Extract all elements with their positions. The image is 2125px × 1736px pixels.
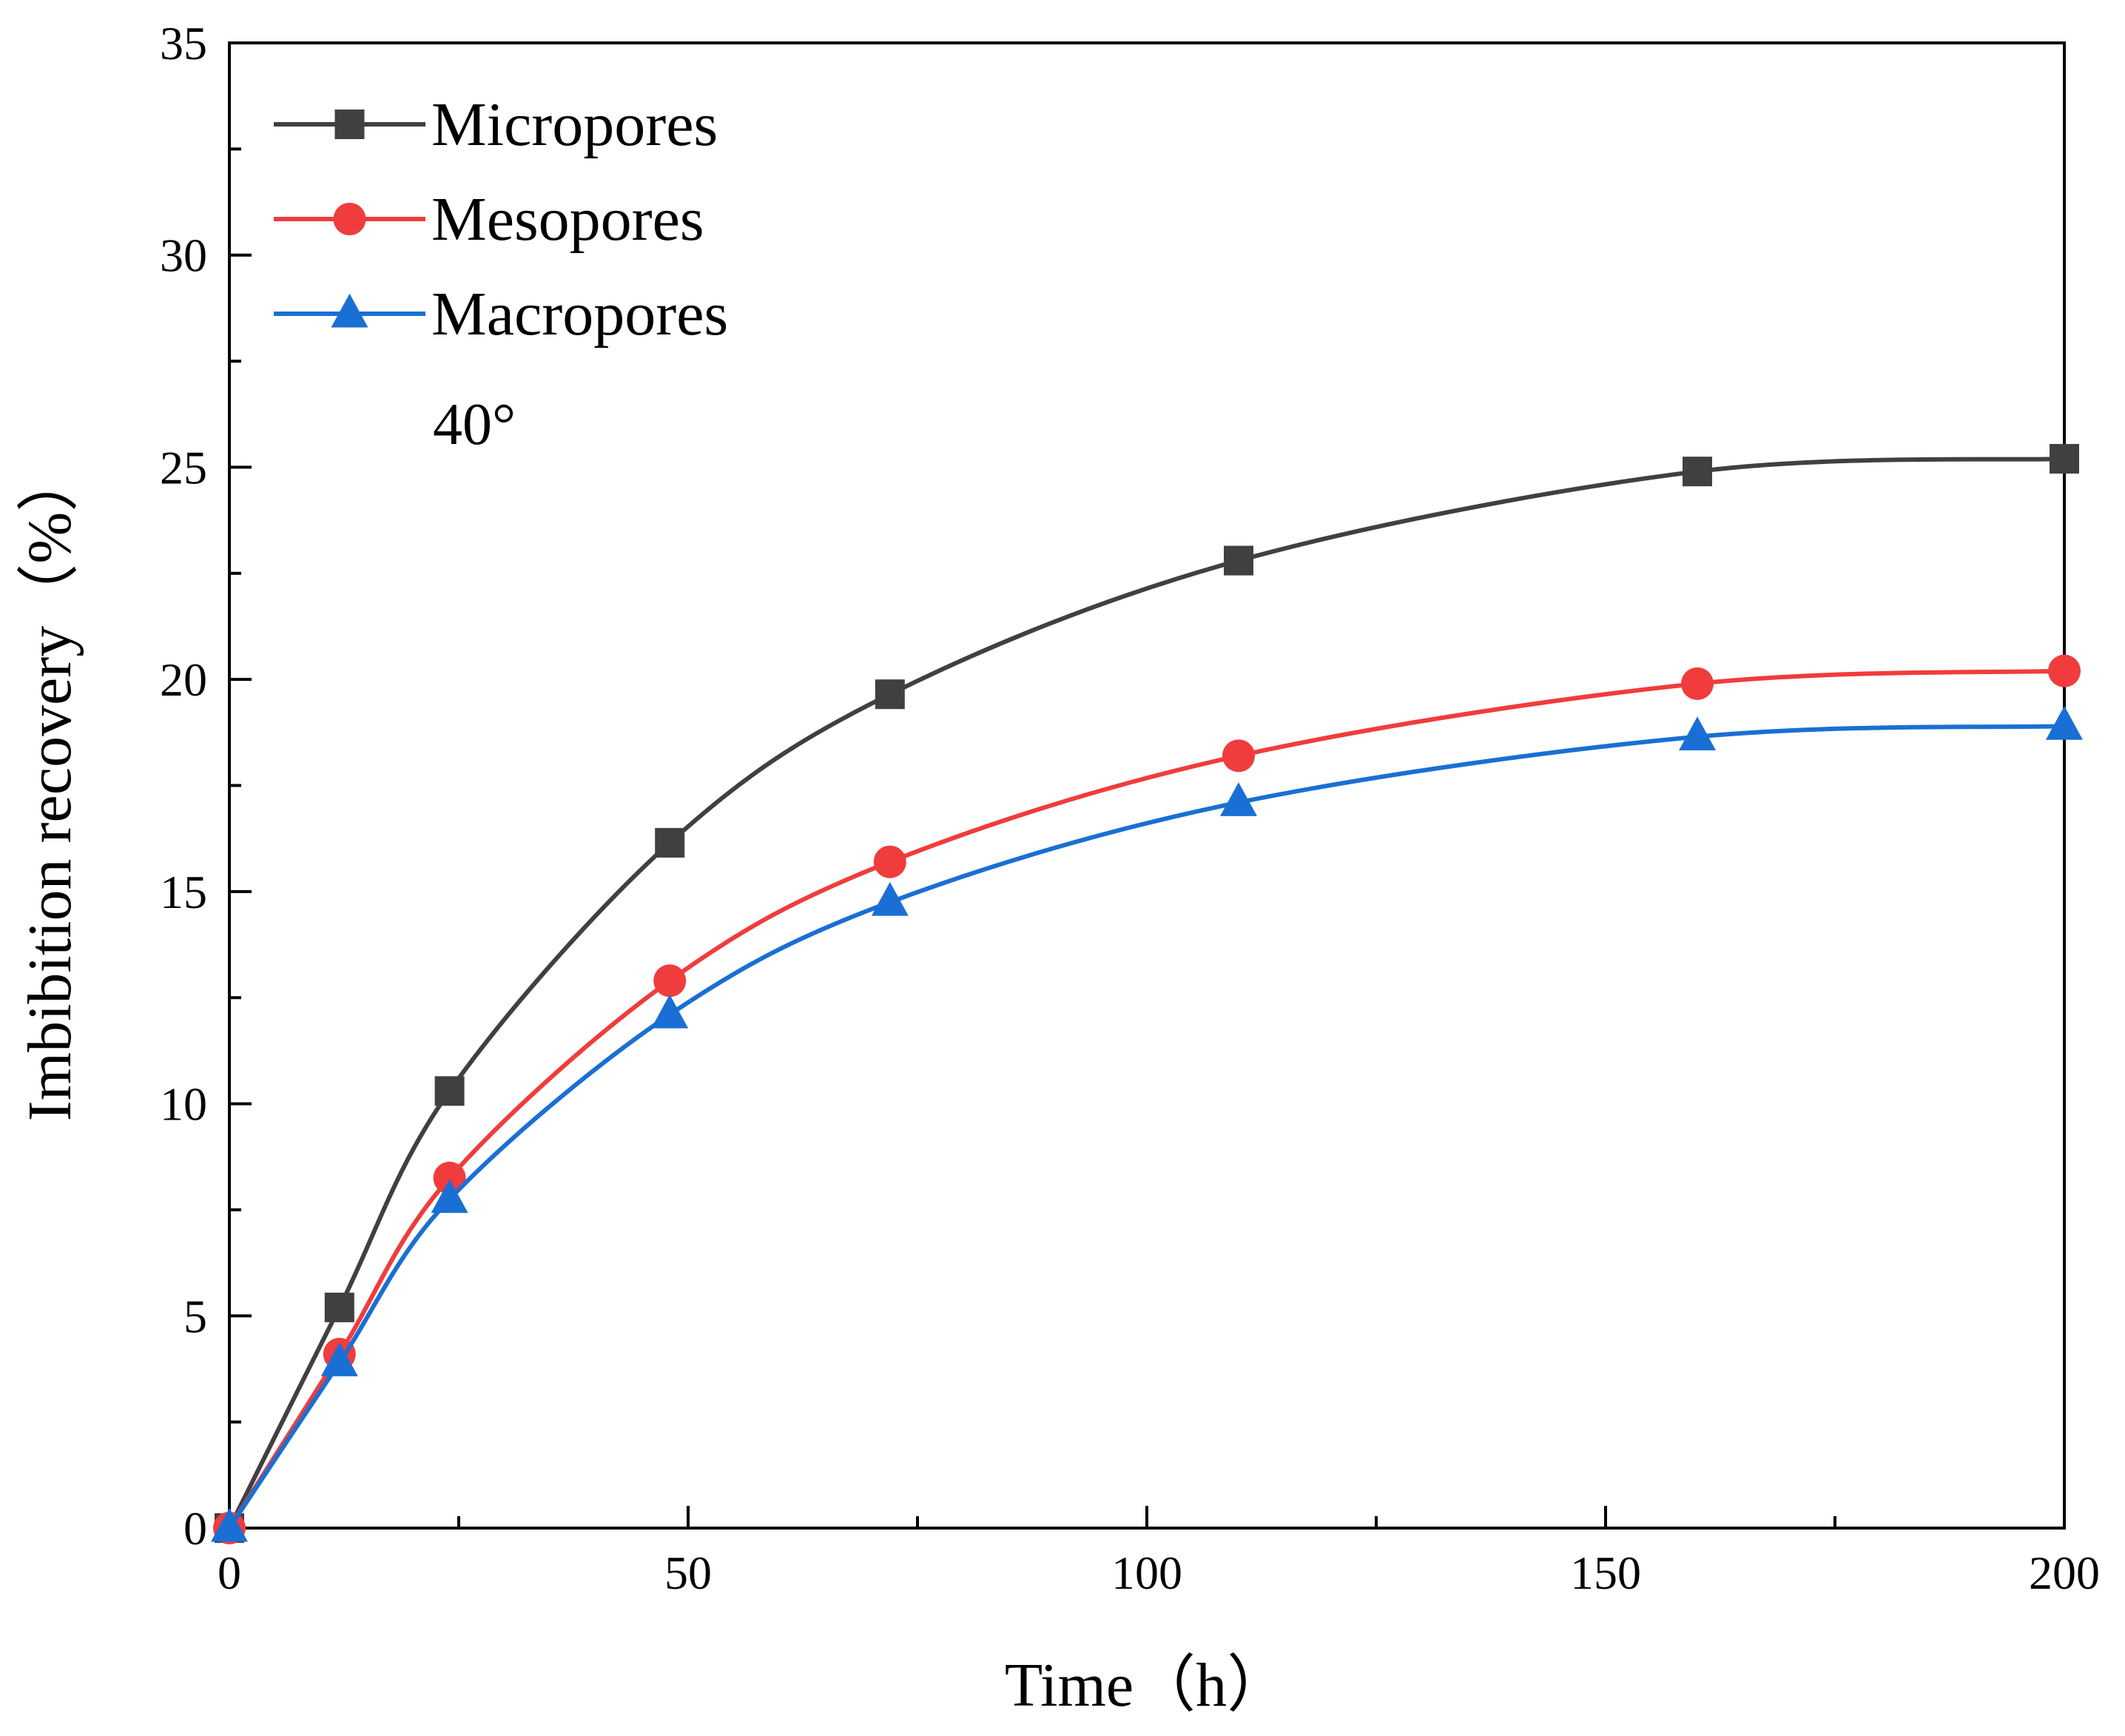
data-point-macropores bbox=[651, 994, 689, 1029]
data-point-mesopores bbox=[433, 1161, 466, 1194]
data-point-micropores bbox=[1224, 545, 1253, 576]
legend-marker bbox=[331, 293, 368, 328]
legend-entry-mesopores: Mesopores bbox=[274, 185, 704, 254]
legend-label: Micropores bbox=[431, 90, 718, 159]
data-point-mesopores bbox=[2048, 654, 2081, 687]
data-point-mesopores bbox=[1681, 667, 1714, 700]
data-point-macropores bbox=[2046, 705, 2083, 740]
legend-entry-micropores: Micropores bbox=[274, 90, 718, 159]
y-tick-label: 20 bbox=[160, 653, 207, 706]
x-tick-label: 150 bbox=[1570, 1547, 1641, 1599]
data-point-micropores bbox=[324, 1292, 354, 1322]
y-tick-label: 30 bbox=[160, 229, 207, 282]
y-tick-label: 25 bbox=[160, 441, 207, 494]
data-point-micropores bbox=[655, 827, 685, 858]
series-line-micropores bbox=[227, 456, 2065, 1530]
x-tick-label: 50 bbox=[664, 1547, 712, 1599]
series-macropores bbox=[211, 705, 2083, 1542]
data-point-micropores bbox=[2050, 443, 2079, 474]
legend-entry-macropores: Macropores bbox=[274, 280, 728, 349]
x-tick-label: 0 bbox=[218, 1547, 241, 1599]
data-point-micropores bbox=[434, 1076, 465, 1106]
x-tick-label: 100 bbox=[1111, 1547, 1182, 1599]
y-tick-label: 0 bbox=[183, 1502, 207, 1555]
y-tick-label: 10 bbox=[160, 1078, 207, 1131]
legend-marker bbox=[334, 110, 365, 139]
series-mesopores bbox=[213, 654, 2081, 1544]
legend-label: Mesopores bbox=[431, 185, 704, 254]
data-point-macropores bbox=[1679, 716, 1716, 751]
data-point-mesopores bbox=[873, 845, 906, 878]
data-point-mesopores bbox=[1222, 739, 1255, 773]
data-point-macropores bbox=[431, 1179, 468, 1214]
legend-marker bbox=[333, 203, 366, 235]
y-tick-label: 15 bbox=[160, 866, 207, 918]
angle-annotation: 40° bbox=[433, 392, 516, 457]
data-point-macropores bbox=[871, 881, 909, 916]
y-tick-label: 5 bbox=[183, 1290, 207, 1342]
data-point-macropores bbox=[320, 1342, 358, 1376]
legend-label: Macropores bbox=[431, 280, 728, 349]
data-point-mesopores bbox=[653, 964, 687, 997]
x-tick-label: 200 bbox=[2029, 1547, 2100, 1599]
data-point-micropores bbox=[1683, 457, 1712, 487]
y-axis-title: Imbibition recovery（%） bbox=[16, 450, 84, 1121]
data-point-micropores bbox=[875, 679, 905, 710]
data-point-macropores bbox=[211, 1507, 248, 1542]
x-axis-title: Time（h） bbox=[1005, 1651, 1289, 1720]
y-tick-label: 35 bbox=[160, 17, 207, 70]
data-point-macropores bbox=[1220, 782, 1257, 816]
